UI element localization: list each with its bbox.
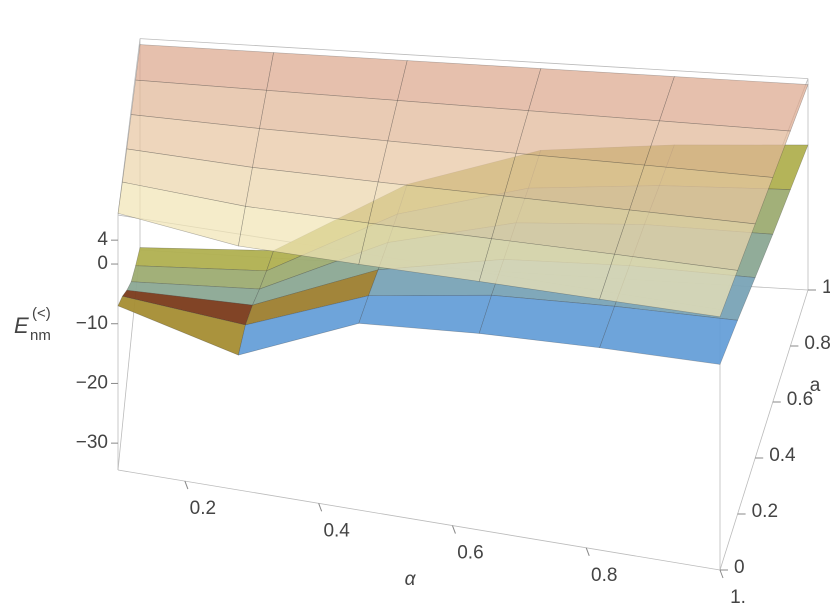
surface-face	[599, 305, 739, 365]
box-edge	[117, 38, 141, 216]
x-tick-label: 0.6	[457, 543, 483, 564]
x-tick	[318, 503, 323, 512]
x-tick-label: 0.4	[323, 520, 350, 541]
y-tick-label: 1.	[822, 277, 830, 298]
surface-face	[629, 164, 774, 225]
x-tick-label: 1.	[730, 587, 746, 607]
z-tick-label: −30	[76, 432, 108, 453]
y-tick-label: 0.6	[787, 389, 813, 410]
y-tick-label: 0.8	[804, 333, 830, 354]
box-edge	[117, 469, 721, 571]
y-tick-label: 0	[734, 557, 745, 578]
x-tick	[184, 480, 189, 490]
surface-face	[599, 253, 739, 318]
y-axis-label: a	[810, 375, 821, 396]
x-tick	[585, 547, 590, 556]
x-tick	[719, 569, 724, 579]
surface-face	[644, 120, 791, 178]
surface	[117, 44, 809, 318]
surface-face	[358, 294, 492, 334]
x-tick	[451, 525, 456, 534]
z-tick-label: 0	[97, 253, 108, 274]
y-tick-label: 0.4	[769, 445, 796, 466]
z-tick-label: −20	[76, 372, 108, 393]
z-tick-label: 4	[97, 229, 108, 250]
z-label-base: E	[14, 313, 29, 338]
y-tick-label: 0.2	[752, 501, 778, 522]
box-edge	[139, 38, 809, 80]
z-label-sub: nm	[30, 327, 51, 344]
x-tick-label: 0.2	[190, 498, 216, 519]
z-tick-label: −10	[76, 313, 108, 334]
x-axis-label: α	[405, 569, 417, 590]
box-edge	[719, 289, 809, 571]
x-tick-label: 0.8	[591, 565, 617, 586]
z-label-sup: (<)	[32, 305, 51, 322]
z-axis-label: E nm (<)	[14, 305, 51, 344]
